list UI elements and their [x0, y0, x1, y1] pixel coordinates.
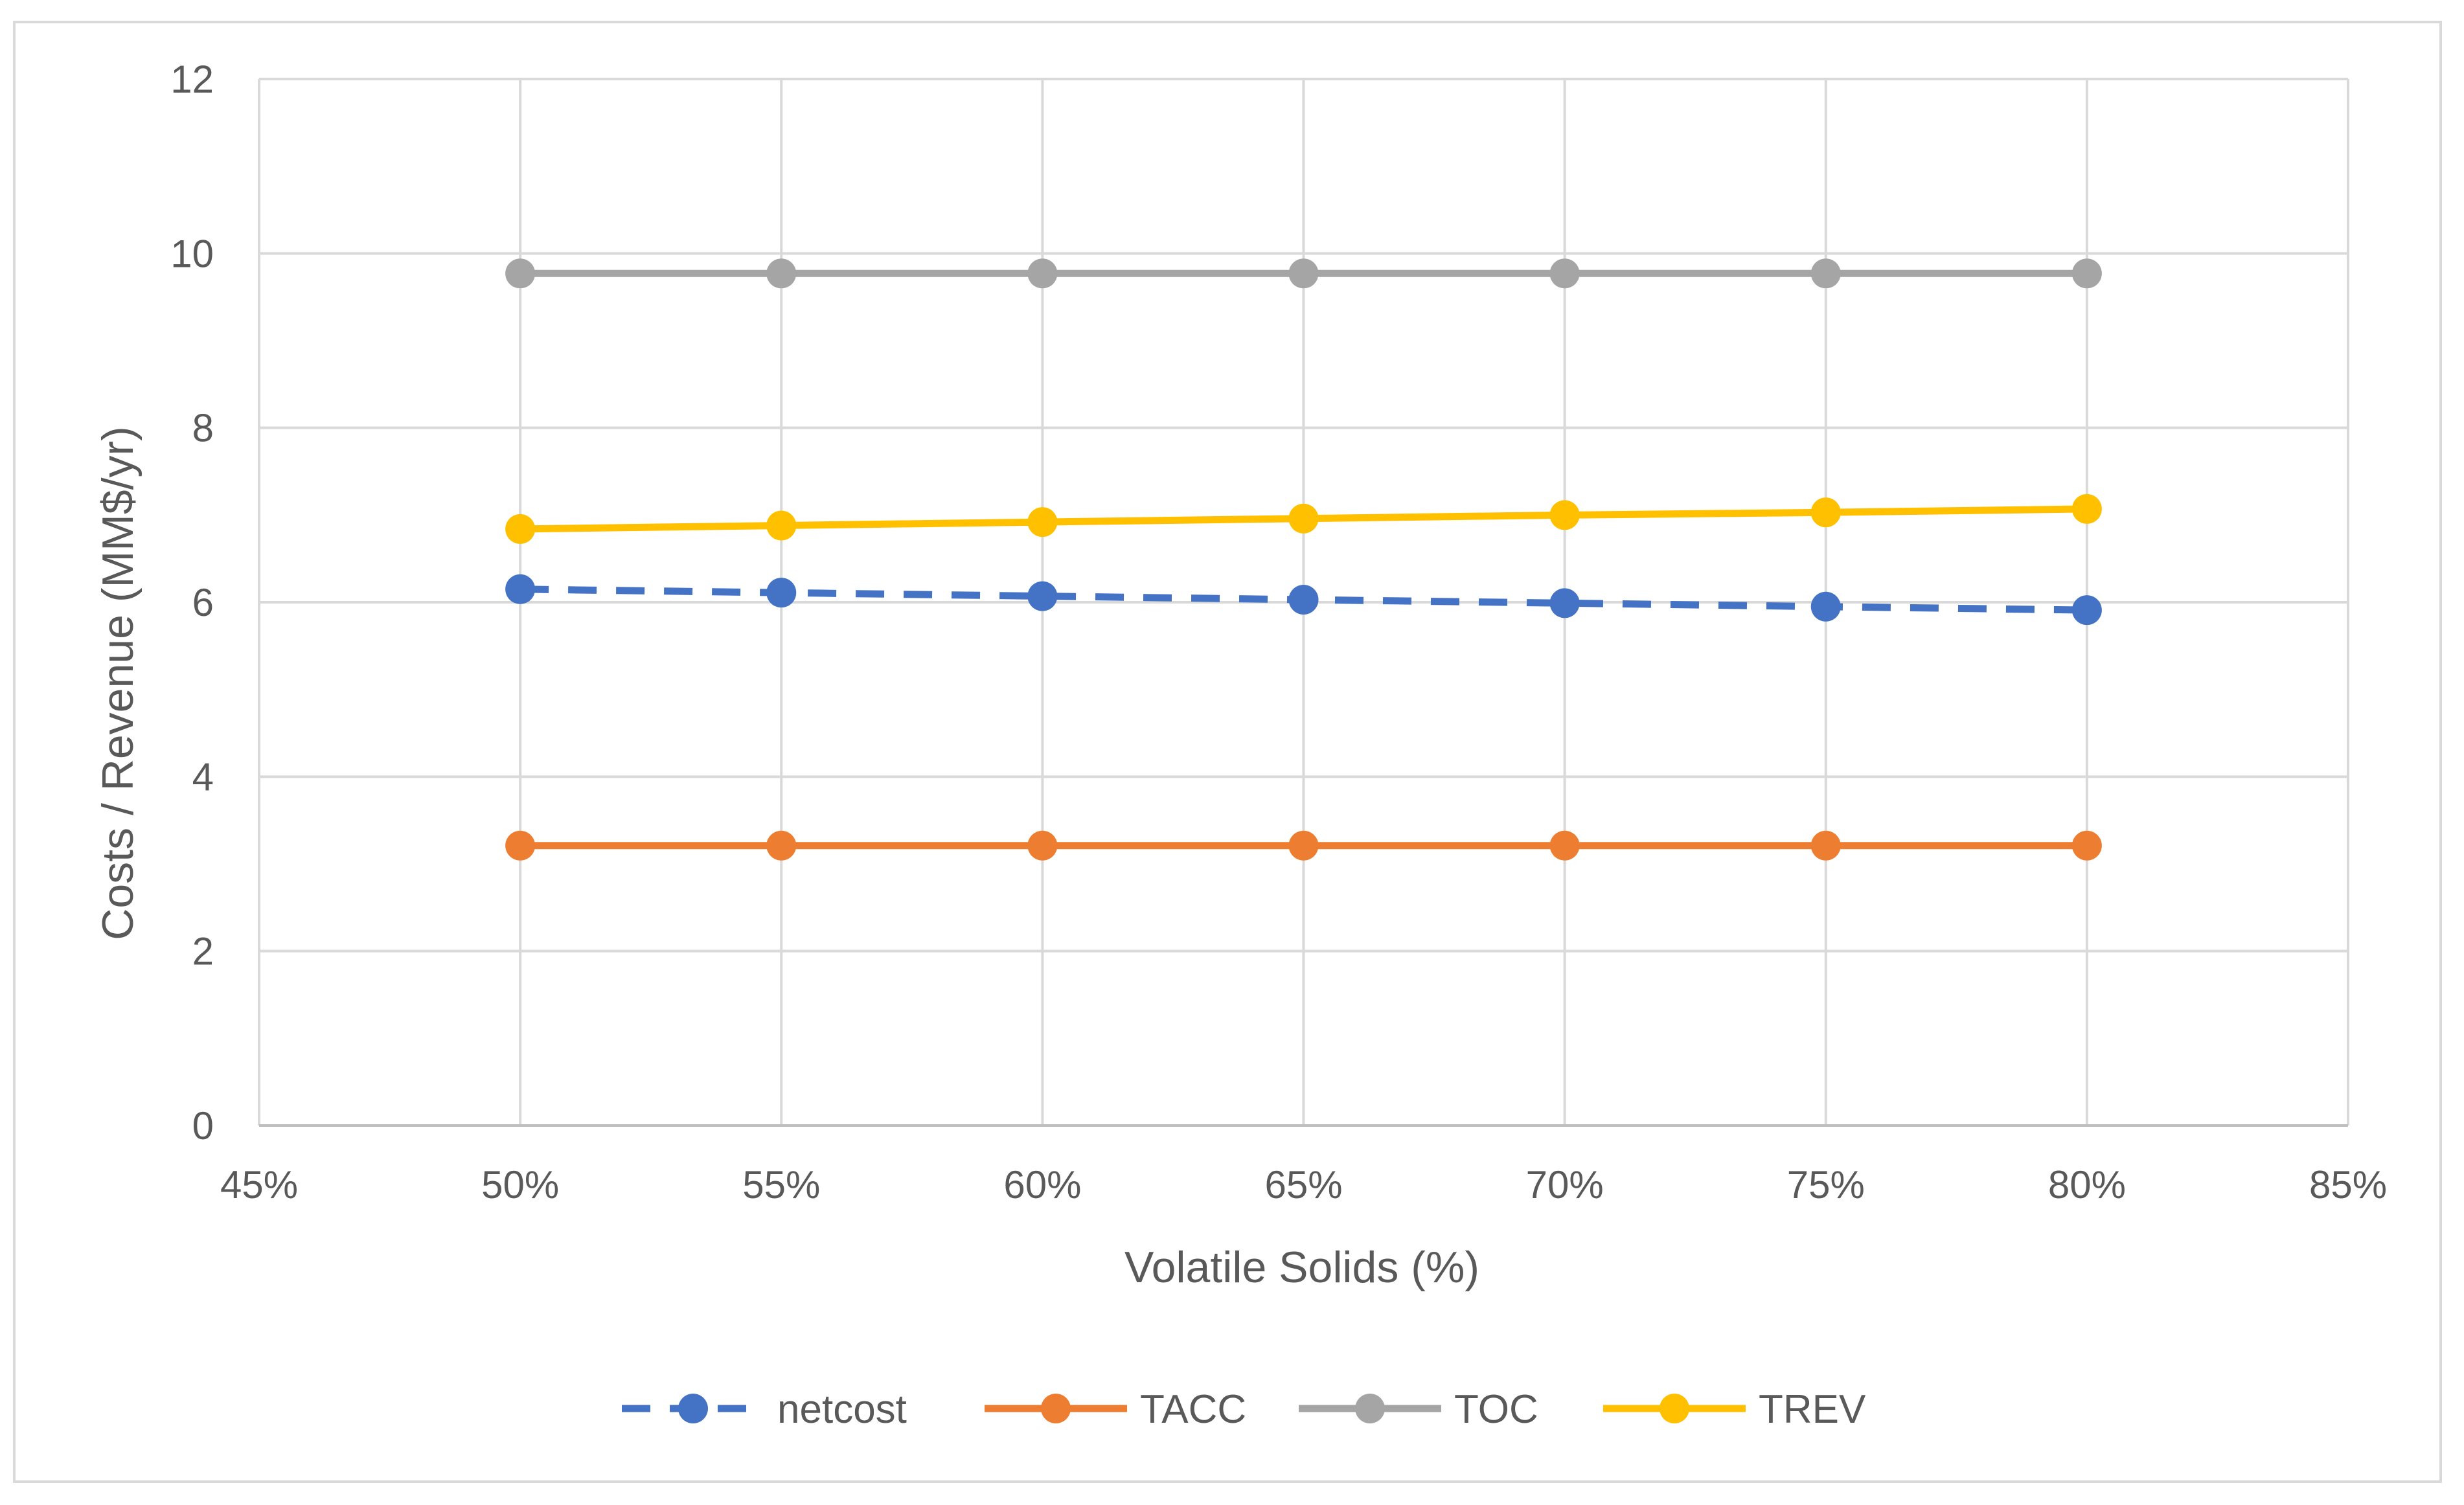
- y-tick-label: 12: [170, 58, 214, 101]
- x-tick-label: 70%: [1526, 1163, 1604, 1206]
- legend-marker-netcost: [678, 1394, 708, 1423]
- x-tick-label: 85%: [2309, 1163, 2387, 1206]
- y-tick-label: 6: [192, 581, 214, 624]
- y-tick-label: 0: [192, 1104, 214, 1148]
- TOC-point: [505, 258, 536, 289]
- legend-marker-TREV: [1660, 1394, 1689, 1423]
- netcost-point: [505, 574, 536, 604]
- legend-label-TACC: TACC: [1140, 1387, 1246, 1432]
- y-tick-label: 4: [192, 755, 214, 798]
- TOC-point: [1549, 258, 1580, 289]
- x-tick-label: 80%: [2048, 1163, 2126, 1206]
- TREV-point: [1810, 497, 1841, 528]
- TOC-point: [2071, 258, 2102, 289]
- tick-labels: 0 2 4 6 8 10 12 45% 50% 55% 60% 65% 70% 75% 80% 85%: [170, 58, 2387, 1206]
- legend-label-netcost: netcost: [777, 1387, 907, 1432]
- legend-marker-TOC: [1355, 1394, 1385, 1423]
- TACC-point: [2071, 830, 2102, 861]
- TACC-point: [1810, 830, 1841, 861]
- TREV-point: [766, 510, 797, 541]
- x-tick-label: 60%: [1003, 1163, 1081, 1206]
- TOC-point: [1288, 258, 1319, 289]
- TOC-point: [766, 258, 797, 289]
- TREV-point: [1027, 507, 1058, 538]
- TACC-point: [1288, 830, 1319, 861]
- netcost-point: [2071, 595, 2102, 626]
- TREV-point: [505, 514, 536, 544]
- TREV-point: [1549, 500, 1580, 530]
- netcost-point: [766, 578, 797, 608]
- TACC-point: [766, 830, 797, 861]
- netcost-point: [1549, 588, 1580, 618]
- legend: netcost TACC TOC TREV: [622, 1387, 1866, 1432]
- netcost-point: [1288, 584, 1319, 615]
- y-tick-label: 10: [170, 232, 214, 275]
- legend-label-TOC: TOC: [1454, 1387, 1538, 1432]
- x-tick-label: 45%: [220, 1163, 298, 1206]
- chart-frame: [13, 21, 2442, 1483]
- TREV-point: [2071, 493, 2102, 524]
- netcost-point: [1027, 581, 1058, 611]
- y-axis-title: Costs / Revenue (MM$/yr): [93, 426, 143, 940]
- TOC-point: [1810, 258, 1841, 289]
- TACC-point: [1027, 830, 1058, 861]
- x-axis-title: Volatile Solids (%): [1124, 1243, 1479, 1292]
- netcost-point: [1810, 591, 1841, 622]
- legend-label-TREV: TREV: [1759, 1387, 1866, 1432]
- TACC-point: [1549, 830, 1580, 861]
- x-tick-label: 65%: [1264, 1163, 1342, 1206]
- y-tick-label: 8: [192, 407, 214, 450]
- TREV-point: [1288, 503, 1319, 534]
- x-tick-label: 75%: [1787, 1163, 1865, 1206]
- x-tick-label: 50%: [481, 1163, 559, 1206]
- x-tick-label: 55%: [742, 1163, 820, 1206]
- TACC-point: [505, 830, 536, 861]
- legend-marker-TACC: [1041, 1394, 1071, 1423]
- series-layer: [505, 258, 2102, 861]
- y-tick-label: 2: [192, 930, 214, 973]
- TOC-point: [1027, 258, 1058, 289]
